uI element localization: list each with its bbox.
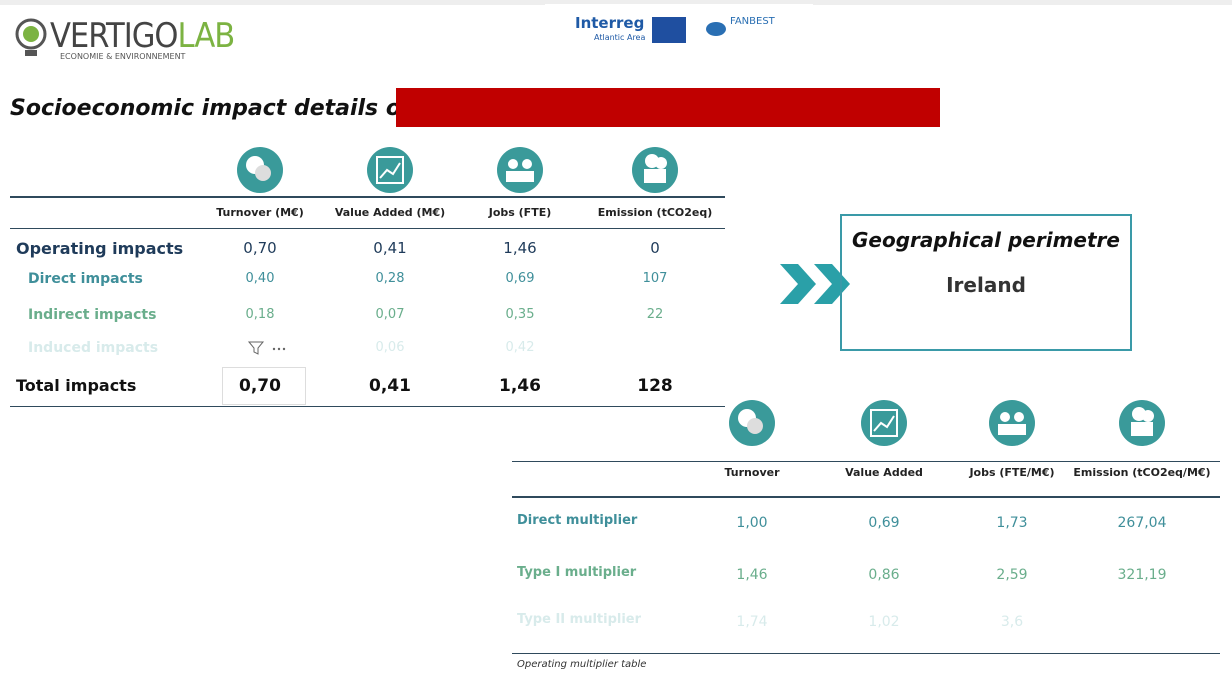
partner-fanbest: FANBEST <box>730 16 775 27</box>
row-label: Operating impacts <box>16 239 184 258</box>
logo-tagline: ECONOMIE & ENVIRONNEMENT <box>60 52 186 61</box>
cell: 267,04 <box>1117 515 1167 531</box>
top-strip <box>0 0 1232 5</box>
cell: 0,41 <box>373 239 407 257</box>
logo-bulb <box>15 18 47 56</box>
icon <box>632 147 678 193</box>
cell: 3,6 <box>1000 614 1024 630</box>
row-label: Indirect impacts <box>28 307 157 323</box>
column-header: Jobs (FTE) <box>488 206 552 219</box>
eu-flag <box>652 17 686 43</box>
cell: 0,70 <box>243 239 277 257</box>
cell: 107 <box>642 271 668 286</box>
row-label: Direct impacts <box>28 271 143 287</box>
caption: Operating multiplier table <box>517 659 647 670</box>
logo-accent: LAB <box>177 16 236 56</box>
cell: 1,00 <box>736 515 768 531</box>
cell: 1,46 <box>499 376 541 396</box>
icon <box>497 147 543 193</box>
cell: 321,19 <box>1117 567 1167 583</box>
geo-title: Geographical perimetre <box>852 228 1120 252</box>
icon <box>989 400 1035 446</box>
geo-value: Ireland <box>946 273 1026 297</box>
cell: 1,46 <box>503 239 537 257</box>
cell: 0,86 <box>868 567 900 583</box>
cell: 0,07 <box>375 307 405 322</box>
rule <box>512 461 1220 462</box>
cell: 1,73 <box>996 515 1028 531</box>
column-header: Emission (tCO2eq) <box>597 206 713 219</box>
filter-icon[interactable] <box>247 340 288 360</box>
cell: 0,42 <box>505 340 535 355</box>
cell: 1,74 <box>736 614 768 630</box>
title: Socioeconomic impact details of <box>10 96 411 121</box>
row-label: Direct multiplier <box>517 513 638 528</box>
geo-box <box>840 214 1132 351</box>
column-header: Turnover (M€) <box>216 206 304 219</box>
icon <box>237 147 283 193</box>
logo: VERTIGOLAB <box>50 16 236 56</box>
cell: 1,02 <box>868 614 900 630</box>
cell: 2,59 <box>996 567 1028 583</box>
cell: 0,70 <box>239 376 281 396</box>
column-header: Turnover <box>724 466 780 479</box>
cell: 0,40 <box>245 271 275 286</box>
cell: 22 <box>646 307 664 322</box>
cell: 0,41 <box>369 376 411 396</box>
cell: 0 <box>650 239 660 257</box>
cell: 0,06 <box>375 340 405 355</box>
icon <box>729 400 775 446</box>
cell: 0,18 <box>245 307 275 322</box>
logo-main: VERTIGO <box>50 16 178 56</box>
column-header: Emission (tCO2eq/M€) <box>1073 466 1211 479</box>
cell: 128 <box>637 376 673 396</box>
row-label: Type II multiplier <box>517 612 642 627</box>
row-label: Total impacts <box>16 376 137 395</box>
redaction <box>396 88 940 127</box>
cell: 0,69 <box>505 271 535 286</box>
cell: 1,46 <box>736 567 768 583</box>
column-header: Value Added <box>845 466 923 479</box>
column-header: Jobs (FTE/M€) <box>969 466 1055 479</box>
rule <box>10 406 725 407</box>
cell: 0,35 <box>505 307 535 322</box>
column-header: Value Added (M€) <box>334 206 446 219</box>
rule <box>10 196 725 198</box>
rule <box>512 653 1220 654</box>
rule <box>512 496 1220 498</box>
rule <box>10 228 725 229</box>
icon <box>367 147 413 193</box>
partner-interreg-sub: Atlantic Area <box>594 33 646 42</box>
fanbest-mark <box>706 22 726 36</box>
row-label: Type I multiplier <box>517 565 637 580</box>
icon <box>1119 400 1165 446</box>
row-label: Induced impacts <box>28 340 159 356</box>
icon <box>861 400 907 446</box>
cell: 0,69 <box>868 515 900 531</box>
partner-interreg: Interreg <box>575 14 645 32</box>
selected-cell[interactable] <box>222 367 306 405</box>
cell: 0,28 <box>375 271 405 286</box>
